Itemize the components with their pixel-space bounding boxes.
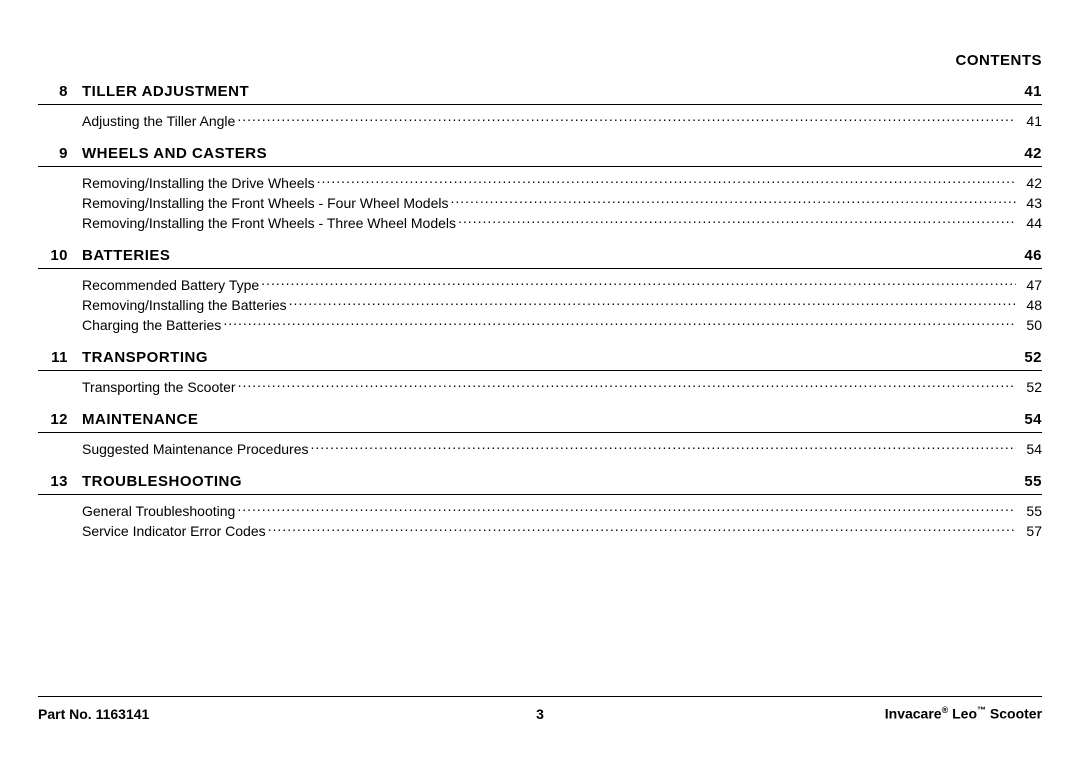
section-entries: Suggested Maintenance Procedures 54 [38, 433, 1042, 469]
section-title: MAINTENANCE [68, 411, 198, 428]
dot-leader [238, 378, 1016, 392]
entry-page: 52 [1018, 377, 1042, 397]
toc-sections: 8TILLER ADJUSTMENT41Adjusting the Tiller… [38, 83, 1042, 551]
entry-title: Removing/Installing the Batteries [82, 295, 287, 315]
section-number: 13 [38, 473, 68, 490]
footer-product-name: Invacare® Leo™ Scooter [544, 705, 1042, 722]
section-number: 12 [38, 411, 68, 428]
section-title: TILLER ADJUSTMENT [68, 83, 249, 100]
entry-page: 57 [1018, 521, 1042, 541]
toc-entry: Charging the Batteries 50 [38, 315, 1042, 335]
footer-product: Scooter [986, 706, 1042, 722]
dot-leader [261, 276, 1016, 290]
registered-mark-icon: ® [942, 705, 949, 715]
entry-page: 44 [1018, 213, 1042, 233]
entry-title: Adjusting the Tiller Angle [82, 111, 235, 131]
dot-leader [223, 316, 1016, 330]
toc-section: 11TRANSPORTING52Transporting the Scooter… [38, 349, 1042, 407]
footer: Part No. 1163141 3 Invacare® Leo™ Scoote… [38, 696, 1042, 722]
toc-entry: Removing/Installing the Batteries 48 [38, 295, 1042, 315]
section-number: 8 [38, 83, 68, 100]
section-title: BATTERIES [68, 247, 170, 264]
footer-page-number: 3 [536, 706, 544, 722]
entry-title: General Troubleshooting [82, 501, 235, 521]
dot-leader [268, 522, 1016, 536]
section-page: 55 [1012, 473, 1042, 490]
entry-title: Removing/Installing the Drive Wheels [82, 173, 315, 193]
section-heading: 9WHEELS AND CASTERS 42 [38, 145, 1042, 167]
entry-page: 54 [1018, 439, 1042, 459]
toc-section: 12MAINTENANCE54Suggested Maintenance Pro… [38, 411, 1042, 469]
entry-page: 41 [1018, 111, 1042, 131]
section-entries: Recommended Battery Type47Removing/Insta… [38, 269, 1042, 345]
entry-page: 55 [1018, 501, 1042, 521]
section-entries: Transporting the Scooter 52 [38, 371, 1042, 407]
contents-header: CONTENTS [38, 52, 1042, 69]
footer-part-number: Part No. 1163141 [38, 706, 536, 722]
section-page: 42 [1012, 145, 1042, 162]
entry-page: 47 [1018, 275, 1042, 295]
section-number: 9 [38, 145, 68, 162]
section-title: TRANSPORTING [68, 349, 208, 366]
entry-title: Removing/Installing the Front Wheels - F… [82, 193, 448, 213]
toc-entry: General Troubleshooting 55 [38, 501, 1042, 521]
entry-page: 42 [1018, 173, 1042, 193]
section-entries: General Troubleshooting55Service Indicat… [38, 495, 1042, 551]
section-page: 46 [1012, 247, 1042, 264]
section-page: 54 [1012, 411, 1042, 428]
entry-title: Recommended Battery Type [82, 275, 259, 295]
toc-section: 13TROUBLESHOOTING55General Troubleshooti… [38, 473, 1042, 551]
section-heading: 11TRANSPORTING 52 [38, 349, 1042, 371]
dot-leader [317, 174, 1016, 188]
dot-leader [289, 296, 1016, 310]
dot-leader [310, 440, 1016, 454]
entry-title: Service Indicator Error Codes [82, 521, 266, 541]
entry-page: 43 [1018, 193, 1042, 213]
section-page: 52 [1012, 349, 1042, 366]
entry-title: Suggested Maintenance Procedures [82, 439, 308, 459]
section-heading: 10BATTERIES 46 [38, 247, 1042, 269]
section-heading: 12MAINTENANCE 54 [38, 411, 1042, 433]
entry-title: Transporting the Scooter [82, 377, 236, 397]
toc-entry: Service Indicator Error Codes 57 [38, 521, 1042, 541]
entry-page: 50 [1018, 315, 1042, 335]
section-entries: Adjusting the Tiller Angle 41 [38, 105, 1042, 141]
section-number: 11 [38, 349, 68, 366]
page-container: CONTENTS 8TILLER ADJUSTMENT41Adjusting t… [0, 0, 1080, 762]
section-title: TROUBLESHOOTING [68, 473, 242, 490]
entry-title: Charging the Batteries [82, 315, 221, 335]
section-heading: 13TROUBLESHOOTING 55 [38, 473, 1042, 495]
toc-section: 8TILLER ADJUSTMENT41Adjusting the Tiller… [38, 83, 1042, 141]
toc-entry: Transporting the Scooter 52 [38, 377, 1042, 397]
toc-entry: Suggested Maintenance Procedures 54 [38, 439, 1042, 459]
section-number: 10 [38, 247, 68, 264]
toc-section: 10BATTERIES46Recommended Battery Type47R… [38, 247, 1042, 345]
dot-leader [458, 214, 1016, 228]
toc-entry: Recommended Battery Type 47 [38, 275, 1042, 295]
section-heading: 8TILLER ADJUSTMENT 41 [38, 83, 1042, 105]
footer-brand: Invacare [885, 706, 942, 722]
dot-leader [237, 112, 1016, 126]
section-entries: Removing/Installing the Drive Wheels42Re… [38, 167, 1042, 243]
dot-leader [450, 194, 1016, 208]
entry-page: 48 [1018, 295, 1042, 315]
section-page: 41 [1012, 83, 1042, 100]
trademark-icon: ™ [977, 705, 986, 715]
section-title: WHEELS AND CASTERS [68, 145, 267, 162]
entry-title: Removing/Installing the Front Wheels - T… [82, 213, 456, 233]
toc-entry: Adjusting the Tiller Angle 41 [38, 111, 1042, 131]
toc-entry: Removing/Installing the Drive Wheels 42 [38, 173, 1042, 193]
footer-model: Leo [952, 706, 977, 722]
toc-section: 9WHEELS AND CASTERS42Removing/Installing… [38, 145, 1042, 243]
toc-entry: Removing/Installing the Front Wheels - F… [38, 193, 1042, 213]
dot-leader [237, 502, 1016, 516]
toc-entry: Removing/Installing the Front Wheels - T… [38, 213, 1042, 233]
